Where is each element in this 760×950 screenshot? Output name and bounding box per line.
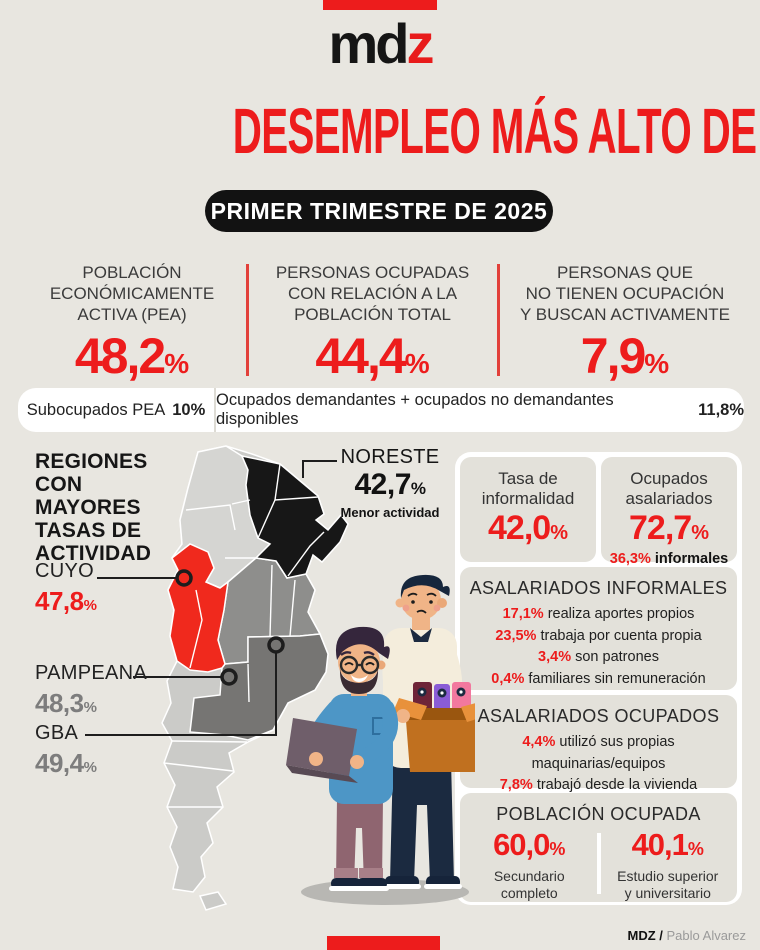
summary-bar: Subocupados PEA 10% Ocupados demandantes … [18,388,744,432]
stat-column-pea: POBLACIÓN ECONÓMICAMENTE ACTIVA (PEA) 48… [18,262,246,389]
salaried-note: 36,3% informales [609,551,729,567]
population-superior: 40,1% Estudio superior y universitario [617,827,719,902]
period-badge: PRIMER TRIMESTRE DE 2025 [205,190,553,232]
list-item: 3,4% son patrones [538,649,659,665]
callout-markers [175,569,285,686]
analyst-illustration [286,626,399,891]
credit: MDZ / Pablo Alvarez [628,928,747,943]
map-region-tierra-del-fuego [198,891,228,911]
region-value-gba: 49,4% [35,748,97,778]
salaried-value: 72,7% [629,509,709,547]
logo-text-z: z [406,12,435,75]
stat-value: 48,2% [74,328,190,384]
informal-salaried-title: ASALARIADOS INFORMALES [469,578,728,598]
mdz-logo: mdz [0,16,760,72]
map-region-cuyo [167,543,229,673]
map-region-noreste [240,454,349,579]
population-card-divider [596,833,601,894]
region-label-noreste: NORESTE 42,7% Menor actividad [340,446,440,520]
subocupados-cell: Subocupados PEA 10% [26,400,206,419]
headline: DESEMPLEO MÁS ALTO DE LA ERA MILEI [232,95,760,167]
fired-worker-illustration [382,574,475,889]
stat-divider [497,264,500,376]
informal-salaried-items: 17,1% realiza aportes propios 23,5% trab… [460,604,737,690]
employed-salaried-title: ASALARIADOS OCUPADOS [477,706,720,726]
pampeana-marker [220,668,238,686]
cuyo-marker [175,569,193,587]
stat-label: PERSONAS QUE NO TIENEN OCUPACIÓN Y BUSCA… [519,263,731,324]
region-value-cuyo: 47,8% [35,586,97,616]
callout-lines [85,460,337,736]
top-accent-bar [323,0,437,10]
stat-column-ocupadas: PERSONAS OCUPADAS CON RELACIÓN A LA POBL… [250,262,495,389]
summary-bar-divider [214,388,216,432]
card-employed-population: POBLACIÓN OCUPADA 60,0% Secundario compl… [460,793,737,902]
region-value-pampeana: 48,3% [35,688,97,718]
stat-column-desocupadas: PERSONAS QUE NO TIENEN OCUPACIÓN Y BUSCA… [500,262,750,389]
stat-label: PERSONAS OCUPADAS CON RELACIÓN A LA POBL… [275,263,470,324]
map-heading: REGIONES CON MAYORES TASAS DE ACTIVIDAD [35,450,152,565]
argentina-map [85,445,349,911]
card-employed-salaried: ASALARIADOS OCUPADOS 4,4% utilizó sus pr… [460,695,737,793]
bottom-accent-bar [327,936,440,950]
list-item: 23,5% trabaja por cuenta propia [495,627,702,644]
stat-label: POBLACIÓN ECONÓMICAMENTE ACTIVA (PEA) [49,263,215,324]
stat-divider [246,264,249,376]
list-item: 17,1% realiza aportes propios [502,606,695,622]
region-label-cuyo: CUYO [35,560,94,582]
population-secundario: 60,0% Secundario completo [493,827,566,902]
list-item: 4,4% utilizó sus propias maquinarias/equ… [522,734,675,772]
period-badge-label: PRIMER TRIMESTRE DE 2025 [210,197,548,224]
panel-row-top: Tasa de informalidad 42,0% Ocupados asal… [460,457,737,567]
region-label-pampeana: PAMPEANA [35,662,148,684]
card-salaried: Ocupados asalariados 72,7% 36,3% informa… [601,457,737,567]
list-item: 7,8% trabajó desde la vivienda [499,777,698,793]
demandantes-cell: Ocupados demandantes + ocupados no deman… [216,391,744,428]
stat-value: 7,9% [580,328,670,384]
logo-text-md: md [328,12,410,75]
workers-illustration [286,574,475,905]
list-item: 0,4% familiares sin remuneración [491,670,706,687]
card-informal-salaried: ASALARIADOS INFORMALES 17,1% realiza apo… [460,567,737,690]
credit-author: Pablo Alvarez [662,928,747,943]
headline-wrap: DESEMPLEO MÁS ALTO DE LA ERA MILEI [0,95,760,167]
employed-population-title: POBLACIÓN OCUPADA [496,804,701,824]
province-borders [163,463,325,808]
informality-value: 42,0% [488,509,568,547]
employed-salaried-items: 4,4% utilizó sus propias maquinarias/equ… [483,732,715,797]
region-label-gba: GBA [35,722,79,744]
stats-panel: Tasa de informalidad 42,0% Ocupados asal… [455,452,742,905]
gba-marker [267,636,285,654]
card-informality: Tasa de informalidad 42,0% [460,457,596,562]
stat-value: 44,4% [315,328,430,384]
credit-brand: MDZ / [627,928,663,943]
